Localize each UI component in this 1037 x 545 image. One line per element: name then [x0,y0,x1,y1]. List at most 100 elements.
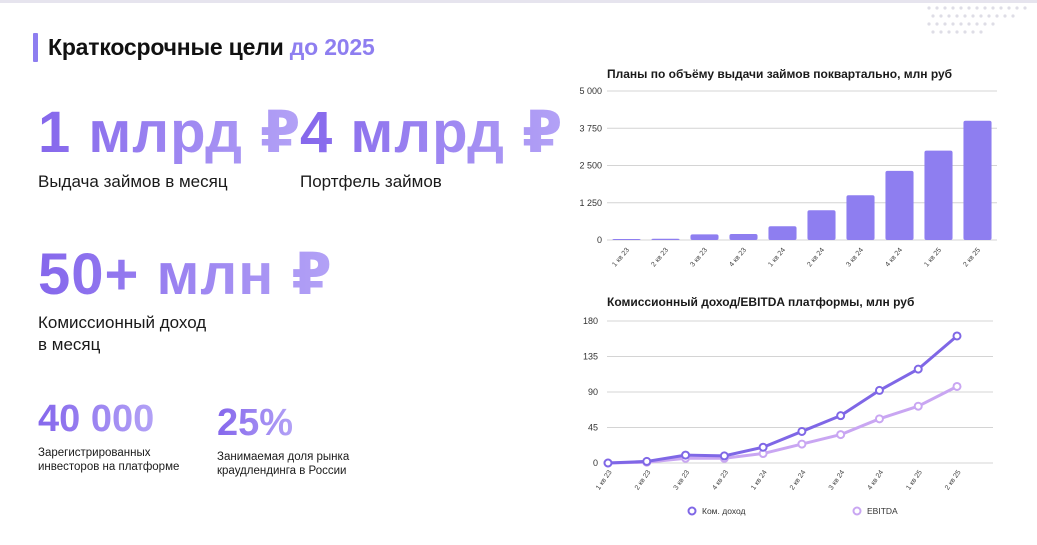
decorative-dot [951,22,955,26]
decorative-dot [931,30,935,34]
decorative-dot [955,30,959,34]
decorative-dot [967,22,971,26]
decorative-dot [943,22,947,26]
top-divider [0,0,1037,3]
page-title-main: Краткосрочные цели [48,34,284,60]
line-chart-xtick-label: 4 кв 24 [867,469,886,491]
kpi-commission-label-line2: в месяц [38,335,101,354]
line-chart-legend-label: EBITDA [867,506,898,516]
page-title-accent: до 2025 [289,34,375,60]
line-chart-xtick-label: 3 кв 24 [828,469,847,491]
bar-chart-bar [612,239,641,240]
bar-chart-xtick-label: 2 кв 23 [650,247,670,269]
line-chart-point [913,364,923,374]
kpi-investors-label-line1: Зарегистрированных [38,447,151,459]
line-chart-legend-marker [687,506,697,516]
decorative-dot [979,30,983,34]
bar-chart-bar [690,234,719,240]
line-chart-xtick-label: 2 кв 25 [944,469,963,491]
decorative-dot [939,30,943,34]
decorative-dot [983,6,987,10]
bar-chart-xtick-label: 3 кв 24 [845,247,865,269]
decorative-dot [947,14,951,18]
line-chart: 0 45 90 135 180 1 кв 23 2 кв 23 3 кв 23 4 кв 23 1… [583,316,993,516]
bar-chart-ytick-label: 5 000 [579,86,602,96]
line-chart-ytick-label: 0 [593,458,598,468]
decorative-dot [955,14,959,18]
decorative-dot [979,14,983,18]
decorative-dots [927,6,1027,34]
kpi-market-share-label: Занимаемая доля рынка краудлендинга в Ро… [217,450,349,478]
kpi-commission-value: 50+ млн ₽ [38,242,333,307]
decorative-dot [975,22,979,26]
line-chart-legend-label: Ком. доход [702,506,746,516]
line-chart-xtick-label: 3 кв 23 [673,469,692,491]
kpi-investors-label: Зарегистрированных инвесторов на платфор… [38,446,179,474]
decorative-dot [991,22,995,26]
line-chart-xtick-label: 2 кв 24 [789,469,808,491]
bar-chart-xtick-label: 4 кв 23 [728,247,748,269]
kpi-portfolio-value: 4 млрд ₽ [300,100,564,165]
decorative-dot [1011,14,1015,18]
line-chart-ytick-label: 135 [583,352,598,362]
line-chart-point [719,451,729,461]
kpi-portfolio-label: Портфель займов [300,172,442,191]
decorative-dot [935,6,939,10]
line-chart-series-line [607,385,958,465]
bar-chart-ytick-label: 1 250 [579,198,602,208]
decorative-dot [1003,14,1007,18]
line-chart-point [913,401,923,411]
decorative-dot [959,6,963,10]
kpi-market-share-value: 25% [217,402,294,444]
bar-chart-xtick-label: 2 кв 25 [962,247,982,269]
bar-chart-ytick-label: 3 750 [579,123,602,133]
line-chart-xtick-label: 1 кв 25 [905,469,924,491]
kpi-investors-value: 40 000 [38,398,155,440]
kpi-commission-label: Комиссионный доход в месяц [38,312,206,356]
line-chart-point [874,414,884,424]
line-chart-point [797,426,807,436]
bar-chart-xtick-label: 3 кв 23 [689,247,709,269]
bar-chart-xtick-label: 1 кв 24 [767,247,787,269]
bar-chart-bar [963,120,992,240]
decorative-dot [959,22,963,26]
line-chart-point [797,439,807,449]
kpi-market-share-label-line1: Занимаемая доля рынка [217,451,350,463]
decorative-dot [975,6,979,10]
decorative-dot [1015,6,1019,10]
line-chart-point [758,442,768,452]
bar-chart-title: Планы по объёму выдачи займов покварталь… [607,67,953,81]
decorative-dot [987,14,991,18]
line-chart-point [952,331,962,341]
kpi-investors-label-line2: инвесторов на платформе [38,461,180,473]
line-chart-ytick-label: 90 [588,387,598,397]
kpi-market-share-label-line2: краудлендинга в России [217,465,347,477]
line-chart-point [836,411,846,421]
title-accent-bar [33,33,38,62]
bar-chart-ytick-label: 0 [597,235,602,245]
bar-chart-xtick-label: 2 кв 24 [806,247,826,269]
decorative-dot [943,6,947,10]
page-title: Краткосрочные цели до 2025 [48,34,375,61]
bar-chart-xtick-label: 4 кв 24 [884,247,904,269]
bar-chart-bar [807,210,836,240]
line-chart-xtick-label: 1 кв 24 [750,469,769,491]
decorative-dot [931,14,935,18]
kpi-loans-monthly-value: 1 млрд ₽ [38,100,302,165]
line-chart-ytick-label: 45 [588,423,598,433]
line-chart-point [603,458,613,468]
decorative-dot [951,6,955,10]
line-chart-legend-marker [852,506,862,516]
decorative-dot [927,22,931,26]
line-chart-point [681,450,691,460]
bar-chart-bar [651,238,680,240]
bar-chart-bar [885,170,914,240]
line-chart-xtick-label: 1 кв 23 [595,469,614,491]
bar-chart-bar [768,226,797,240]
bar-chart-bar [729,234,758,240]
line-chart-xtick-label: 2 кв 23 [634,469,653,491]
bar-chart-xtick-label: 1 кв 23 [611,247,631,269]
line-chart-point [836,430,846,440]
line-chart-point [642,456,652,466]
decorative-dot [963,30,967,34]
